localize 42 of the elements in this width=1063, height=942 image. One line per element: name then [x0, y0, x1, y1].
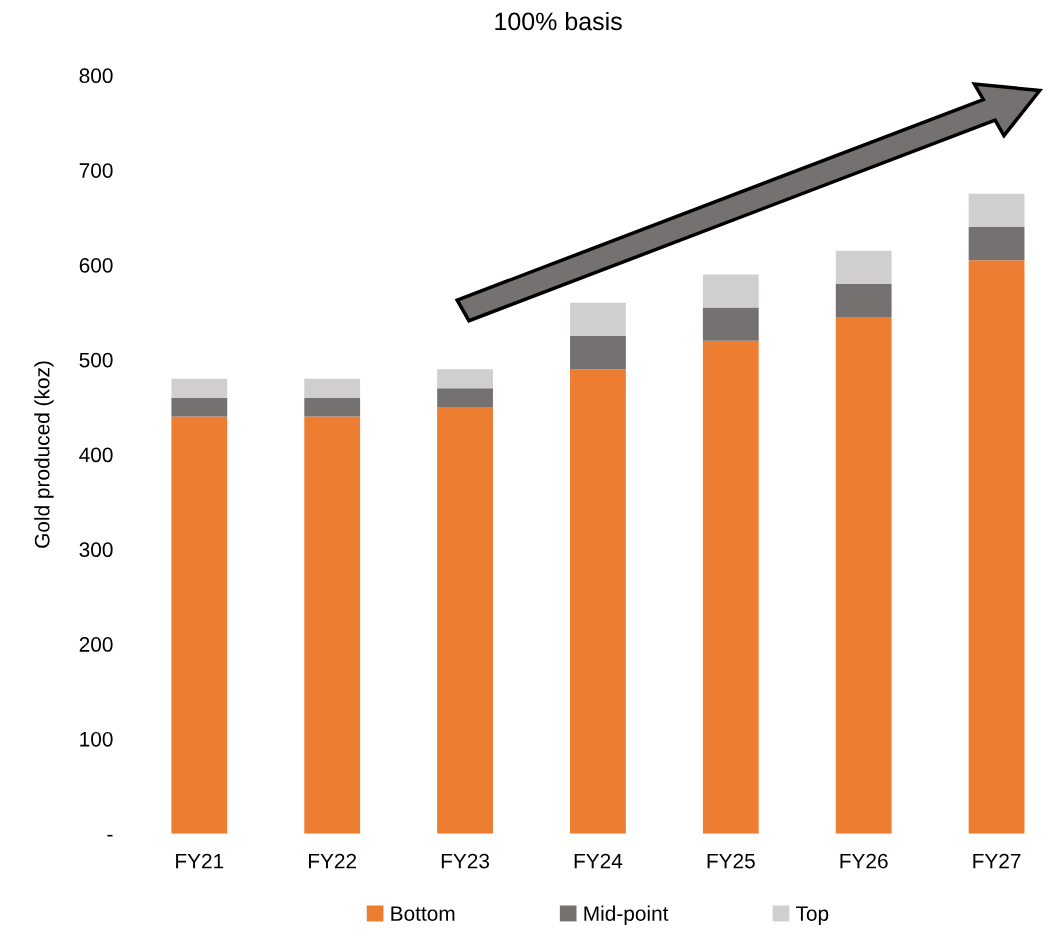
legend-label: Bottom — [391, 906, 455, 921]
bar — [835, 283, 892, 318]
bar — [437, 369, 493, 389]
bar — [570, 336, 626, 370]
y-tick-label: 400 — [79, 447, 113, 463]
bar — [835, 317, 892, 834]
x-tick-label: FY24 — [574, 853, 623, 869]
y-tick-label: 800 — [79, 68, 113, 84]
legend-label: Top — [796, 906, 829, 926]
bar — [968, 227, 1025, 261]
y-tick-label: - — [107, 834, 113, 837]
bar — [171, 378, 228, 398]
bar — [437, 388, 493, 408]
bar — [702, 340, 759, 834]
bar — [304, 397, 361, 417]
y-axis-title: Gold produced (koz) — [34, 361, 54, 548]
bar — [171, 416, 228, 834]
y-tick-label: 100 — [80, 731, 113, 747]
x-tick-label: FY27 — [973, 853, 1021, 869]
bar — [702, 307, 759, 341]
bar — [570, 369, 626, 834]
legend-label: Mid-point — [584, 905, 669, 926]
bar — [437, 407, 493, 834]
bar — [304, 416, 361, 834]
bar — [702, 274, 759, 308]
y-tick-label: 300 — [79, 542, 113, 558]
bar — [968, 260, 1025, 834]
x-tick-label: FY26 — [840, 853, 888, 869]
bar — [570, 302, 626, 337]
x-tick-label: FY22 — [309, 853, 357, 869]
bar — [835, 250, 892, 284]
y-tick-label: 700 — [79, 163, 113, 178]
x-tick-label: FY25 — [707, 853, 755, 869]
y-tick-label: 200 — [79, 637, 113, 652]
y-tick-label: 500 — [79, 352, 113, 368]
bar — [968, 193, 1025, 228]
chart-title: 100% basis — [495, 11, 622, 31]
bar — [171, 397, 228, 417]
bar — [304, 378, 361, 398]
x-tick-label: FY21 — [176, 853, 224, 869]
y-tick-label: 600 — [79, 257, 113, 273]
x-tick-label: FY23 — [441, 853, 490, 869]
